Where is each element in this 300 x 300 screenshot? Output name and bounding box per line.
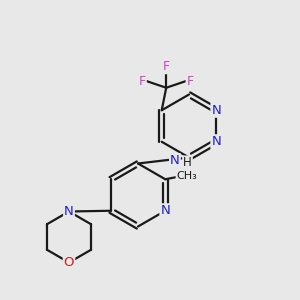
Text: CH₃: CH₃ [176, 171, 197, 181]
Text: N: N [64, 205, 74, 218]
Text: N: N [160, 204, 170, 217]
Text: F: F [139, 75, 146, 88]
Text: F: F [187, 75, 194, 88]
Text: N: N [212, 104, 221, 117]
Text: N: N [170, 154, 180, 167]
Text: F: F [163, 60, 170, 73]
Text: O: O [64, 256, 74, 269]
Text: N: N [212, 135, 221, 148]
Text: H: H [183, 156, 192, 170]
